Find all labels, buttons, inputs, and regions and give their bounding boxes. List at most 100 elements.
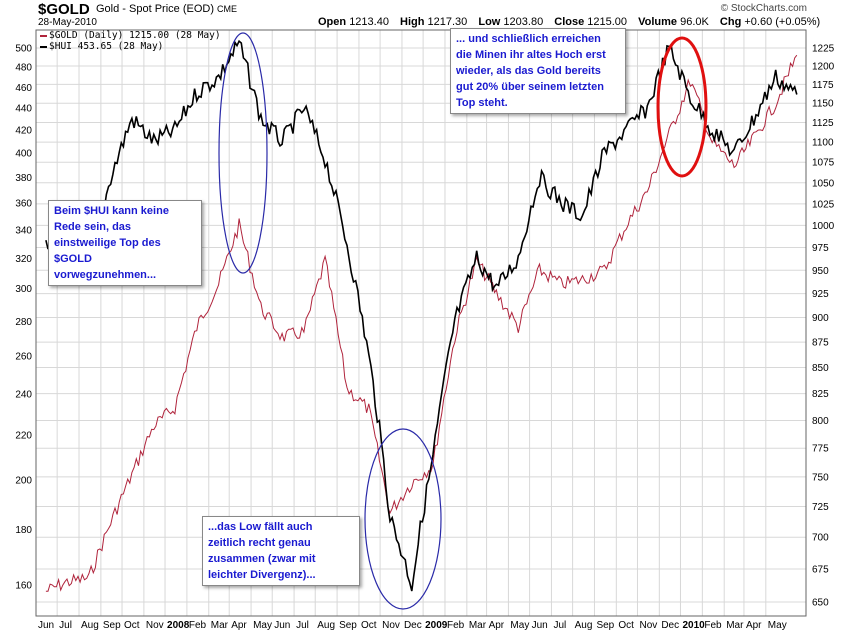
right-tick-label: 650 <box>812 598 829 609</box>
x-tick-label: Apr <box>746 620 762 631</box>
right-tick-label: 950 <box>812 266 829 277</box>
right-tick-label: 900 <box>812 313 829 324</box>
chart-date: 28-May-2010 <box>38 17 97 28</box>
left-tick-label: 240 <box>15 389 32 400</box>
x-axis-ticks: Jun Jul Aug Sep Oct Nov 2008 Feb Mar Apr May Jun Jul… <box>38 620 787 631</box>
left-tick-label: 400 <box>15 149 32 160</box>
x-tick-label: Feb <box>189 620 207 631</box>
highlight-ellipses <box>218 32 708 610</box>
left-tick-label: 280 <box>15 317 32 328</box>
right-tick-label: 1025 <box>812 199 835 210</box>
x-tick-label: Feb <box>447 620 465 631</box>
left-tick-label: 460 <box>15 83 32 94</box>
x-tick-label: Aug <box>317 620 335 631</box>
left-tick-label: 340 <box>15 225 32 236</box>
chart-header: $GOLD Gold - Spot Price (EOD) CME 28-May… <box>0 0 847 32</box>
x-tick-label: Mar <box>469 620 487 631</box>
x-tick-label: Sep <box>103 620 121 631</box>
note-line: wieder, als das Gold bereits <box>456 65 601 77</box>
right-tick-label: 1225 <box>812 44 835 55</box>
brand-credit: © StockCharts.com <box>720 3 807 14</box>
x-tick-label: 2009 <box>425 620 448 631</box>
right-tick-label: 1125 <box>812 118 834 129</box>
ellipse-low-2008 <box>364 428 442 610</box>
x-tick-label: Mar <box>726 620 744 631</box>
note-line: Rede sein, das <box>54 221 132 233</box>
right-tick-label: 925 <box>812 289 829 300</box>
note-line: zeitlich recht genau <box>208 537 311 549</box>
x-tick-label: Feb <box>704 620 722 631</box>
exchange-text: CME <box>217 4 238 14</box>
x-tick-label: Jun <box>532 620 548 631</box>
y-axis-ticks: 650 675 700 725 750 775 800 825 850 875 900 925 950 9… <box>15 44 834 609</box>
left-tick-label: 480 <box>15 63 32 74</box>
legend-gold-swatch <box>40 34 47 37</box>
symbol-description: Gold - Spot Price (EOD) CME <box>96 3 237 15</box>
x-tick-label: Jul <box>59 620 72 631</box>
high-value: 1217.30 <box>427 16 468 28</box>
close-value: 1215.00 <box>587 16 628 28</box>
left-tick-label: 440 <box>15 104 32 115</box>
left-tick-label: 160 <box>15 581 32 592</box>
right-tick-label: 1100 <box>812 138 834 149</box>
legend: $GOLD (Daily) 1215.00 (28 May) $HUI 453.… <box>40 30 221 52</box>
x-tick-label: Nov <box>639 620 657 631</box>
annotation-top: ... und schließlich erreichen die Minen … <box>450 28 626 114</box>
right-tick-label: 1000 <box>812 221 835 232</box>
left-tick-label: 500 <box>15 44 32 55</box>
x-tick-label: May <box>768 620 787 631</box>
x-tick-label: 2010 <box>682 620 705 631</box>
note-line: die Minen ihr altes Hoch erst <box>456 49 606 61</box>
chg-value: +0.60 (+0.05%) <box>744 16 821 28</box>
note-line: vorwegzunehmen... <box>54 269 157 281</box>
chg-label: Chg <box>719 16 742 28</box>
annotation-low: ...das Low fällt auch zeitlich recht gen… <box>202 516 360 586</box>
ellipse-top-2009 <box>656 36 708 178</box>
x-tick-label: Apr <box>489 620 505 631</box>
note-line: einstweilige Top des <box>54 237 161 249</box>
x-tick-label: Mar <box>211 620 229 631</box>
left-tick-label: 380 <box>15 173 32 184</box>
x-tick-label: Nov <box>382 620 400 631</box>
low-value: 1203.80 <box>503 16 544 28</box>
right-tick-label: 700 <box>812 533 829 544</box>
annotation-hui: Beim $HUI kann keine Rede sein, das eins… <box>48 200 202 286</box>
legend-hui-swatch <box>40 45 47 48</box>
x-tick-label: Oct <box>618 620 634 631</box>
x-tick-label: Oct <box>361 620 377 631</box>
right-tick-label: 875 <box>812 338 829 349</box>
x-tick-label: Oct <box>124 620 140 631</box>
left-tick-label: 320 <box>15 254 32 265</box>
note-line: Top steht. <box>456 97 508 109</box>
left-tick-label: 200 <box>15 475 32 486</box>
right-tick-label: 800 <box>812 416 829 427</box>
low-label: Low <box>478 16 501 28</box>
right-tick-label: 1150 <box>812 99 834 110</box>
note-line: leichter Divergenz)... <box>208 569 316 581</box>
right-tick-label: 675 <box>812 565 829 576</box>
left-tick-label: 300 <box>15 284 32 295</box>
series-lines <box>45 39 798 592</box>
x-tick-label: Apr <box>231 620 247 631</box>
x-tick-label: Jun <box>274 620 290 631</box>
left-tick-label: 360 <box>15 198 32 209</box>
note-line: Beim $HUI kann keine <box>54 205 169 217</box>
x-tick-label: May <box>253 620 272 631</box>
right-tick-label: 1075 <box>812 158 835 169</box>
note-line: $GOLD <box>54 253 92 265</box>
left-tick-label: 420 <box>15 126 32 137</box>
right-tick-label: 1050 <box>812 178 835 189</box>
right-tick-label: 825 <box>812 389 829 400</box>
x-tick-label: Sep <box>339 620 357 631</box>
close-label: Close <box>554 16 585 28</box>
series-line-hui <box>45 39 798 592</box>
ohlc-readout: Open 1213.40 High 1217.30 Low 1203.80 Cl… <box>318 16 820 28</box>
open-label: Open <box>318 16 347 28</box>
legend-gold-text: $GOLD (Daily) 1215.00 (28 May) <box>49 30 221 41</box>
left-tick-label: 220 <box>15 430 32 441</box>
x-tick-label: 2008 <box>167 620 190 631</box>
open-value: 1213.40 <box>349 16 389 28</box>
x-tick-label: Aug <box>81 620 99 631</box>
x-tick-label: Dec <box>404 620 422 631</box>
left-tick-label: 180 <box>15 525 32 536</box>
